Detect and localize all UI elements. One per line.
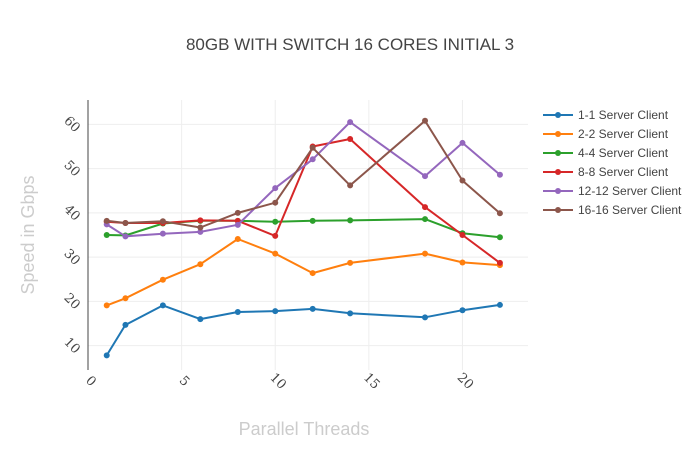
data-point — [422, 117, 429, 124]
legend-item[interactable]: 1-1 Server Client — [543, 108, 669, 122]
legend-item[interactable]: 16-16 Server Client — [543, 203, 682, 217]
legend-swatch-marker — [555, 169, 561, 175]
data-point — [422, 216, 429, 223]
data-point — [459, 139, 466, 146]
y-tick-label: 50 — [60, 158, 82, 180]
series-group — [103, 117, 503, 359]
legend-swatch-marker — [555, 207, 561, 213]
y-tick-label: 10 — [60, 335, 82, 357]
data-point — [309, 217, 316, 224]
data-point — [103, 232, 110, 238]
data-point — [347, 135, 354, 142]
x-tick-label: 0 — [82, 373, 98, 389]
data-point — [496, 301, 503, 308]
data-point — [197, 217, 204, 224]
y-tick-label: 20 — [60, 291, 82, 313]
series-line — [106, 119, 501, 229]
series-4 — [103, 135, 503, 266]
legend-swatch-marker — [555, 131, 561, 137]
data-point — [159, 276, 166, 283]
x-tick-label: 10 — [267, 370, 289, 392]
data-point — [309, 144, 316, 151]
data-point — [347, 217, 354, 224]
data-point — [347, 182, 354, 189]
data-point — [197, 261, 204, 268]
series-line — [106, 238, 500, 307]
data-point — [197, 224, 204, 231]
legend-label: 2-2 Server Client — [578, 127, 669, 141]
data-point — [122, 233, 129, 240]
data-point — [496, 210, 503, 217]
series-6 — [103, 117, 503, 231]
series-line — [106, 138, 501, 264]
x-tick-label: 5 — [176, 373, 192, 389]
data-point — [272, 218, 279, 225]
data-point — [309, 305, 316, 312]
series-line — [105, 303, 501, 356]
legend-swatch-marker — [555, 150, 561, 156]
x-axis-title: Parallel Threads — [239, 419, 370, 439]
data-point — [122, 220, 129, 227]
legend-label: 4-4 Server Client — [578, 146, 669, 160]
data-point — [103, 302, 110, 309]
legend-swatch-marker — [555, 112, 561, 118]
legend-label: 16-16 Server Client — [578, 203, 682, 217]
legend-swatch-marker — [555, 188, 561, 194]
data-point — [122, 295, 129, 302]
y-tick-label: 30 — [60, 246, 82, 268]
data-point — [347, 310, 354, 317]
data-point — [309, 270, 316, 277]
x-tick-label: 20 — [454, 370, 476, 392]
tick-labels: 0 5 10 15 20 10 20 30 40 50 60 — [60, 114, 476, 393]
y-tick-label: 40 — [60, 202, 82, 224]
data-point — [459, 232, 466, 238]
data-point — [272, 308, 279, 315]
chart-title: 80GB WITH SWITCH 16 CORES INITIAL 3 — [186, 35, 514, 54]
data-point — [459, 177, 466, 184]
data-point — [159, 218, 166, 225]
legend-label: 12-12 Server Client — [578, 184, 682, 198]
data-point — [309, 156, 316, 163]
data-point — [234, 309, 241, 316]
data-point — [122, 321, 129, 328]
legend-item[interactable]: 8-8 Server Client — [543, 165, 669, 179]
data-point — [496, 234, 503, 241]
data-point — [496, 259, 503, 266]
legend-item[interactable]: 4-4 Server Client — [543, 146, 669, 160]
data-point — [496, 171, 503, 178]
y-tick-label: 60 — [60, 114, 82, 136]
legend-item[interactable]: 12-12 Server Client — [543, 184, 682, 198]
data-point — [234, 235, 241, 242]
data-point — [197, 316, 204, 323]
series-5 — [103, 119, 503, 240]
data-point — [347, 119, 354, 126]
series-1 — [103, 301, 503, 359]
data-point — [272, 250, 279, 257]
data-point — [459, 307, 466, 314]
data-point — [159, 230, 166, 237]
legend-label: 1-1 Server Client — [578, 108, 669, 122]
data-point — [422, 314, 429, 321]
y-axis-title: Speed in Gbps — [18, 175, 38, 294]
data-point — [272, 232, 279, 239]
data-point — [272, 199, 279, 206]
legend-item[interactable]: 2-2 Server Client — [543, 127, 669, 141]
data-point — [197, 228, 204, 235]
data-point — [234, 221, 241, 228]
data-point — [103, 352, 110, 359]
data-point — [422, 204, 429, 211]
x-tick-label: 15 — [360, 370, 382, 392]
data-point — [159, 302, 166, 309]
data-point — [272, 185, 279, 192]
data-point — [422, 173, 429, 180]
legend-label: 8-8 Server Client — [578, 165, 669, 179]
data-point — [347, 259, 354, 266]
series-2 — [103, 235, 503, 309]
data-point — [422, 250, 429, 257]
data-point — [459, 259, 466, 266]
data-point — [103, 217, 110, 224]
data-point — [234, 209, 241, 216]
legend: 1-1 Server Client 2-2 Server Client 4-4 Se… — [543, 108, 682, 217]
